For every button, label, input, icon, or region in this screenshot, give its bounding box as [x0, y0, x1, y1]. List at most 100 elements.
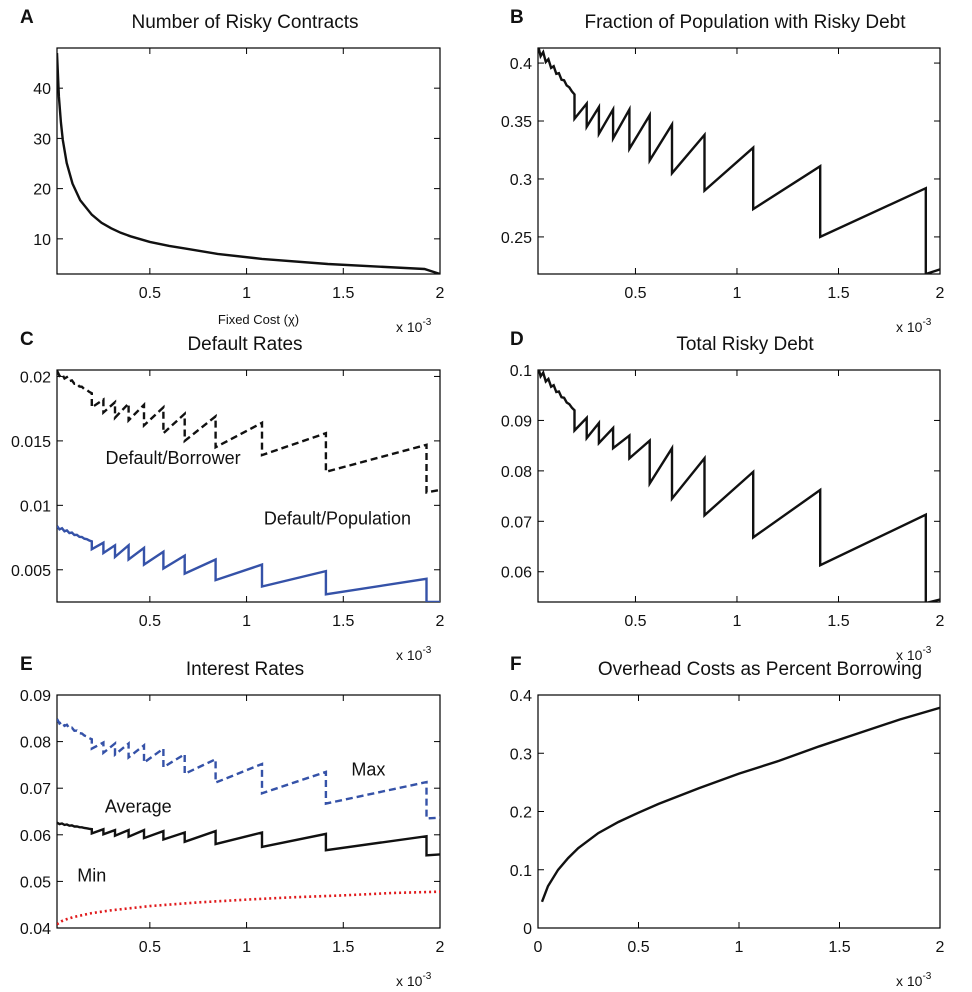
y-tick-label: 10	[33, 232, 51, 249]
axes-frame	[56, 47, 441, 275]
panel-letter: D	[510, 329, 524, 350]
x-tick-label: 0.5	[627, 939, 649, 956]
panel-letter: A	[20, 7, 34, 28]
chart-title: Number of Risky Contracts	[131, 12, 358, 33]
y-tick-label: 0.07	[20, 781, 51, 798]
annotation-label: Average	[105, 796, 172, 816]
x-tick-label: 1.5	[827, 285, 849, 302]
y-tick-label: 0.06	[20, 828, 51, 845]
series-group	[57, 370, 440, 602]
axes-frame	[537, 369, 941, 603]
x-tick-label: 0.5	[139, 613, 161, 630]
x-tick-label: 1	[733, 613, 742, 630]
y-tick-label: 0.35	[501, 114, 532, 131]
series-line-min	[57, 890, 440, 926]
panel-letter: B	[510, 7, 524, 28]
panel-letter: C	[20, 329, 34, 350]
series-group	[538, 370, 940, 602]
y-tick-label: 0	[523, 921, 532, 938]
x-tick-label: 0.5	[624, 285, 646, 302]
y-tick-label: 0.02	[20, 369, 51, 386]
y-tick-label: 0.08	[20, 735, 51, 752]
panel-b: B Fraction of Population with Risky Debt 0…	[501, 7, 945, 335]
y-tick-label: 0.05	[20, 874, 51, 891]
x-tick-label: 1	[242, 285, 251, 302]
y-tick-label: 0.005	[11, 563, 51, 580]
x-multiplier: x 10-3	[396, 645, 432, 663]
y-tick-label: 0.4	[510, 688, 532, 705]
panel-letter: F	[510, 654, 522, 675]
y-tick-label: 0.3	[510, 172, 532, 189]
y-tick-label: 0.3	[510, 746, 532, 763]
series-group	[538, 48, 940, 274]
x-tick-label: 0.5	[139, 939, 161, 956]
y-tick-label: 0.01	[20, 498, 51, 515]
y-tick-label: 0.06	[501, 565, 532, 582]
y-tick-label: 0.09	[501, 413, 532, 430]
x-tick-label: 2	[436, 939, 445, 956]
y-tick-label: 0.09	[20, 688, 51, 705]
series-line-average	[57, 821, 440, 857]
x-multiplier: x 10-3	[896, 645, 932, 663]
panel-c: C Default Rates 0.5 1 1.5 2 0.005 0.01 0.015 0.02…	[11, 329, 445, 663]
x-tick-label: 1	[733, 285, 742, 302]
annotation-label: Default/Population	[264, 509, 411, 529]
series-line	[540, 706, 940, 903]
x-tick-label: 0.5	[624, 613, 646, 630]
chart-title: Interest Rates	[186, 659, 304, 680]
x-tick-label: 1	[735, 939, 744, 956]
annotation-label: Default/Borrower	[106, 448, 241, 468]
x-tick-label: 1.5	[332, 613, 354, 630]
y-tick-label: 0.07	[501, 514, 532, 531]
x-tick-label: 2	[936, 285, 945, 302]
x-tick-label: 2	[936, 939, 945, 956]
series-line	[538, 370, 940, 602]
series-line-default-borrower	[57, 370, 440, 494]
x-axis-label: Fixed Cost (χ)	[218, 312, 299, 327]
y-tick-label: 20	[33, 182, 51, 199]
axes-frame	[537, 694, 941, 929]
x-tick-label: 2	[436, 613, 445, 630]
panel-a: A Number of Risky Contracts 0.5 1 1.5 2 10 20 30…	[20, 7, 445, 335]
axes-frame	[56, 369, 441, 603]
series-line-max	[57, 718, 440, 820]
x-tick-label: 0	[534, 939, 543, 956]
y-tick-label: 0.08	[501, 464, 532, 481]
series-group	[57, 718, 440, 926]
annotation-label: Min	[77, 865, 106, 885]
y-tick-label: 0.015	[11, 434, 51, 451]
x-tick-label: 1	[242, 939, 251, 956]
series-line	[57, 52, 440, 274]
x-tick-label: 1.5	[827, 613, 849, 630]
x-multiplier: x 10-3	[396, 971, 432, 989]
y-tick-label: 30	[33, 131, 51, 148]
series-group	[57, 52, 440, 274]
x-tick-label: 1	[242, 613, 251, 630]
x-multiplier: x 10-3	[396, 317, 432, 335]
y-tick-label: 0.25	[501, 230, 532, 247]
y-tick-label: 0.1	[510, 363, 532, 380]
y-tick-label: 40	[33, 81, 51, 98]
x-tick-label: 0.5	[139, 285, 161, 302]
y-tick-label: 0.1	[510, 863, 532, 880]
x-multiplier: x 10-3	[896, 317, 932, 335]
y-tick-label: 0.04	[20, 921, 51, 938]
annotation-label: Max	[351, 760, 385, 780]
series-group	[540, 706, 940, 903]
panel-e: E Interest Rates 0.5 1 1.5 2 0.04 0.05 0.06 0.07 0…	[20, 654, 445, 989]
x-tick-label: 1.5	[828, 939, 850, 956]
panel-d: D Total Risky Debt 0.5 1 1.5 2 0.06 0.07 0.08 0.0…	[501, 329, 945, 663]
x-tick-label: 2	[936, 613, 945, 630]
panel-f: F Overhead Costs as Percent Borrowing 0 0.5…	[510, 654, 945, 989]
chart-title: Overhead Costs as Percent Borrowing	[598, 659, 922, 680]
y-tick-label: 0.2	[510, 805, 532, 822]
axes-frame	[537, 47, 941, 275]
series-line-default-population	[57, 525, 440, 602]
x-tick-label: 1.5	[332, 939, 354, 956]
chart-title: Fraction of Population with Risky Debt	[584, 12, 906, 33]
axes-frame	[56, 694, 441, 929]
panel-letter: E	[20, 654, 33, 675]
chart-title: Total Risky Debt	[676, 334, 814, 355]
x-tick-label: 1.5	[332, 285, 354, 302]
